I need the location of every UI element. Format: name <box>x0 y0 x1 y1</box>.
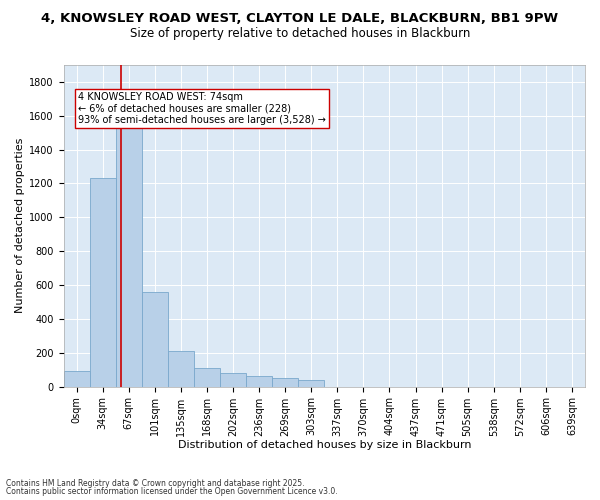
Bar <box>64 372 89 386</box>
Text: 4 KNOWSLEY ROAD WEST: 74sqm
← 6% of detached houses are smaller (228)
93% of sem: 4 KNOWSLEY ROAD WEST: 74sqm ← 6% of deta… <box>78 92 326 126</box>
Bar <box>220 373 246 386</box>
Bar <box>116 108 142 386</box>
X-axis label: Distribution of detached houses by size in Blackburn: Distribution of detached houses by size … <box>178 440 471 450</box>
Bar <box>168 351 194 386</box>
Bar <box>246 376 272 386</box>
Text: Contains HM Land Registry data © Crown copyright and database right 2025.: Contains HM Land Registry data © Crown c… <box>6 478 305 488</box>
Bar <box>89 178 116 386</box>
Text: Size of property relative to detached houses in Blackburn: Size of property relative to detached ho… <box>130 28 470 40</box>
Bar <box>194 368 220 386</box>
Bar <box>298 380 324 386</box>
Bar <box>142 292 168 386</box>
Text: Contains public sector information licensed under the Open Government Licence v3: Contains public sector information licen… <box>6 487 338 496</box>
Text: 4, KNOWSLEY ROAD WEST, CLAYTON LE DALE, BLACKBURN, BB1 9PW: 4, KNOWSLEY ROAD WEST, CLAYTON LE DALE, … <box>41 12 559 26</box>
Y-axis label: Number of detached properties: Number of detached properties <box>15 138 25 314</box>
Bar <box>272 378 298 386</box>
